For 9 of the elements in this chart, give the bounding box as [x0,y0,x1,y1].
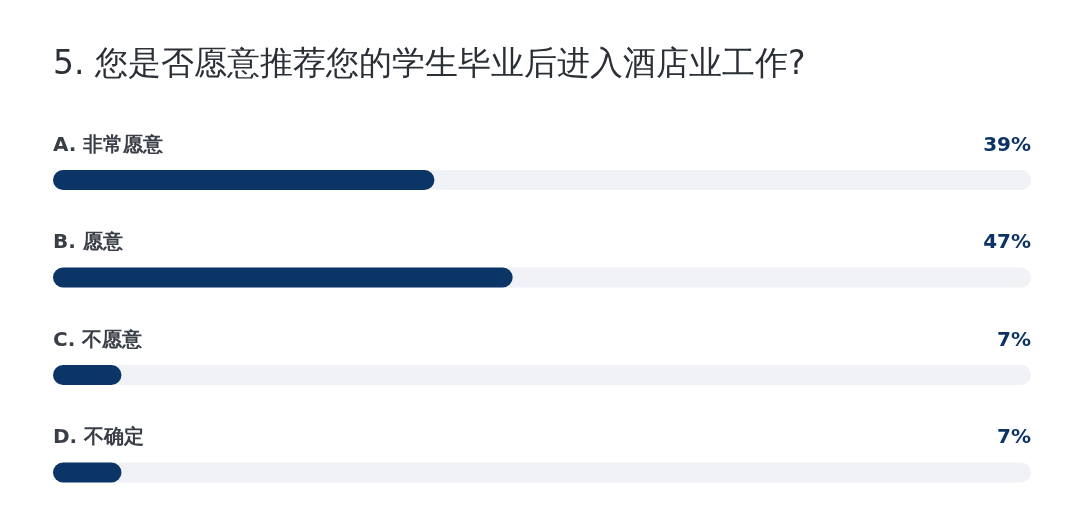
y-tick-label: A. 非常愿意 [53,131,165,156]
data-label: 47% [983,229,1031,253]
data-label: 7% [997,326,1031,351]
data-label: 7% [997,424,1031,448]
data-label: 39% [983,131,1031,156]
y-tick-label: C. 不愿意 [53,326,144,351]
y-tick-label: D. 不确定 [53,424,145,448]
chart-title: 5. 您是否愿意推荐您的学生毕业后进入酒店业工作? [53,42,806,82]
y-tick-label: B. 愿意 [53,229,124,253]
